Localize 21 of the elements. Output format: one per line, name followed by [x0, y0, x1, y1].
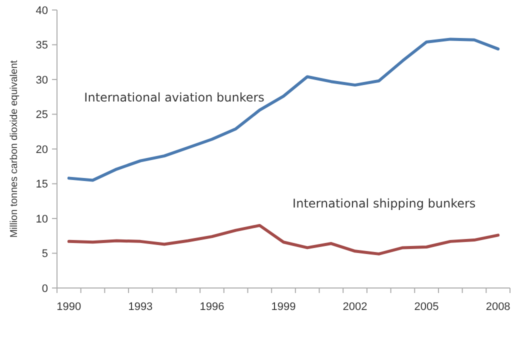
y-tick-label: 20 — [36, 144, 48, 156]
series-label: International aviation bunkers — [84, 90, 264, 105]
y-axis-title: Million tonnes carbon dioxide equivalent — [9, 60, 20, 238]
y-tick-label: 10 — [36, 213, 48, 226]
x-tick-label: 1993 — [128, 301, 153, 313]
x-tick-label: 1999 — [271, 301, 296, 313]
line-series — [67, 224, 500, 256]
x-tick-label: 1990 — [56, 301, 82, 313]
text: International shipping bunkers — [292, 196, 476, 210]
y-tick-label: 40 — [36, 4, 48, 17]
y-tick-label: 25 — [36, 109, 48, 122]
y-tick-label: 30 — [36, 74, 48, 86]
x-tick-label: 2002 — [342, 301, 368, 313]
y-tick-label: 15 — [36, 178, 48, 191]
y-tick-label: 35 — [36, 40, 48, 52]
x-tick-label: 2005 — [414, 301, 439, 313]
x-tick-label: 1996 — [200, 301, 224, 313]
y-tick-label: 5 — [42, 248, 48, 260]
line-series — [67, 38, 500, 182]
y-tick-label: 0 — [42, 282, 48, 295]
x-tick-label: 2008 — [486, 301, 510, 313]
